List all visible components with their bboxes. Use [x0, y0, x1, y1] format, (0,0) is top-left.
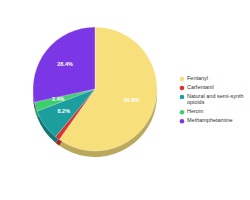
pie-group — [33, 27, 157, 157]
legend-item: Natural and semi-synthopioids — [180, 93, 244, 105]
data-label: 2.4% — [52, 96, 65, 102]
legend-label: Methamphetamine — [187, 118, 233, 124]
legend-item: Carfentanil — [180, 84, 214, 90]
data-label: 8.2% — [57, 108, 70, 114]
legend-label: Natural and semi-synthopioids — [187, 93, 244, 105]
legend-marker — [180, 119, 185, 124]
chart: 59.8% 8.2% 2.4% 28.4% Fentanyl Carfentanil Nat… — [0, 0, 250, 200]
slice — [33, 27, 95, 102]
legend: Fentanyl Carfentanil Natural and semi-synt… — [180, 75, 244, 123]
data-labels: 59.8% 8.2% 2.4% 28.4% — [52, 61, 140, 114]
legend-marker — [180, 95, 185, 100]
legend-item: Heroin — [180, 109, 204, 115]
data-label: 28.4% — [57, 61, 73, 67]
legend-label: Carfentanil — [187, 84, 214, 90]
data-label: 59.8% — [124, 97, 140, 103]
legend-label: Fentanyl — [187, 75, 208, 81]
legend-label: Heroin — [187, 109, 203, 115]
legend-item: Fentanyl — [180, 75, 208, 81]
pie-top — [33, 27, 157, 151]
legend-marker — [180, 86, 185, 91]
legend-item: Methamphetamine — [180, 118, 233, 124]
legend-marker — [180, 110, 185, 115]
legend-marker — [180, 77, 185, 82]
